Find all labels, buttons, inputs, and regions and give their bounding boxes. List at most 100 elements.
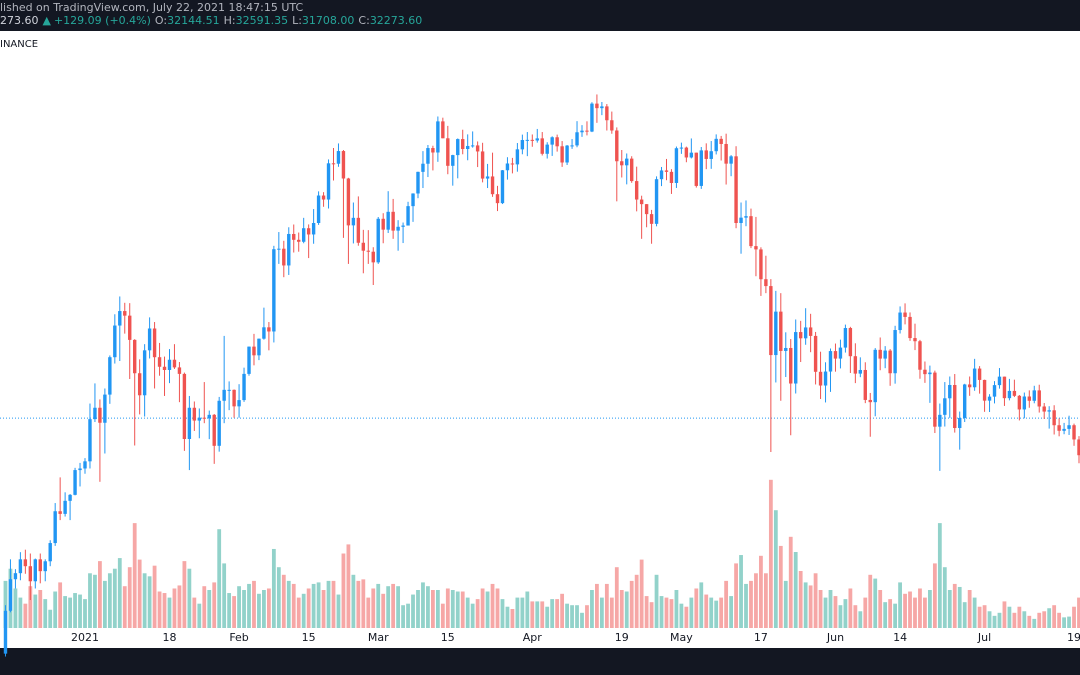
candle-body: [813, 335, 818, 372]
volume-bar: [788, 536, 793, 628]
candle-body: [326, 163, 331, 200]
plot-background: [0, 31, 1080, 648]
candle-body: [1077, 439, 1080, 456]
candle-body: [78, 468, 82, 471]
candle-body: [192, 407, 197, 421]
candle-body: [868, 399, 872, 403]
candle-body: [177, 367, 182, 374]
volume-bar: [679, 603, 684, 628]
volume-bar: [192, 597, 197, 628]
volume-bar: [381, 593, 386, 628]
candle-body: [515, 149, 520, 165]
volume-bar: [460, 591, 465, 628]
candle-body: [341, 151, 346, 179]
candle-body: [992, 385, 997, 397]
volume-bar: [714, 600, 719, 628]
volume-bar: [346, 544, 351, 628]
candle-body: [93, 407, 97, 420]
volume-bar: [709, 597, 714, 628]
candle-body: [172, 359, 177, 368]
candle-body: [431, 148, 435, 153]
volume-bar: [778, 545, 783, 628]
candle-body: [729, 156, 733, 164]
candle-body: [331, 163, 336, 165]
volume-bar: [132, 523, 137, 628]
volume-bar: [1077, 597, 1080, 628]
volume-bar: [336, 594, 341, 628]
volume-bar: [38, 590, 43, 628]
candle-body: [137, 373, 142, 396]
volume-bar: [808, 585, 813, 628]
candle-body: [888, 350, 892, 374]
volume-bar: [480, 588, 485, 628]
volume-bar: [88, 573, 92, 628]
volume-bar: [376, 583, 381, 628]
candle-body: [903, 312, 907, 317]
candle-body: [98, 407, 102, 423]
candle-body: [719, 138, 723, 144]
candle-body: [759, 249, 763, 280]
volume-bar: [793, 552, 798, 628]
candle-body: [1027, 396, 1031, 401]
quote-key: L:: [292, 14, 302, 27]
candle-body: [774, 311, 778, 356]
candle-body: [1042, 406, 1046, 412]
volume-bar: [878, 590, 883, 628]
quote-key: H:: [224, 14, 236, 27]
time-axis: 2021 18 Feb 15 Mar 15 Apr 19 May 17 Jun 14 Jul 19: [71, 631, 1080, 644]
volume-bar: [321, 590, 326, 628]
candle-body: [68, 494, 72, 501]
volume-bar: [724, 580, 729, 628]
candle-body: [451, 155, 455, 166]
volume-bar: [525, 591, 530, 628]
volume-bar: [187, 568, 192, 628]
candle-body: [550, 137, 554, 145]
volume-bar: [78, 594, 82, 628]
volume-bar: [997, 612, 1002, 628]
candle-body: [913, 338, 917, 342]
volume-bar: [1037, 612, 1042, 628]
volume-bar: [68, 597, 72, 628]
candle-body: [53, 511, 57, 544]
candle-body: [848, 328, 853, 357]
candle-body: [838, 347, 843, 359]
footer-bar: [0, 648, 1080, 675]
volume-bar: [172, 588, 177, 628]
candle-body: [227, 389, 231, 391]
candle-body: [142, 350, 147, 396]
volume-bar: [913, 597, 917, 628]
candle-body: [292, 233, 296, 240]
volume-bar: [719, 597, 724, 628]
volume-bar: [972, 597, 977, 628]
candle-body: [615, 130, 619, 162]
candle-body: [152, 328, 157, 358]
candle-body: [779, 311, 783, 351]
volume-bar: [366, 597, 371, 628]
volume-bar: [147, 576, 152, 628]
candle-body: [480, 151, 485, 179]
volume-bar: [649, 602, 654, 628]
volume-bar: [122, 586, 127, 628]
candle-body: [18, 559, 23, 574]
candle-body: [1052, 410, 1056, 426]
candle-body: [306, 228, 311, 235]
volume-bar: [431, 590, 435, 628]
candle-body: [644, 204, 649, 215]
volume-bar: [803, 582, 808, 628]
volume-bar: [500, 599, 505, 628]
volume-bar: [137, 559, 142, 628]
candle-body: [739, 217, 743, 223]
volume-bar: [843, 599, 848, 628]
candle-body: [401, 225, 405, 227]
candle-body: [426, 148, 430, 164]
candle-body: [351, 217, 356, 226]
candle-body: [1032, 390, 1036, 401]
volume-bar: [3, 580, 8, 628]
candle-body: [535, 138, 539, 141]
volume-bar: [510, 609, 515, 628]
volume-bar: [386, 586, 391, 628]
candle-body: [272, 249, 276, 332]
candle-body: [828, 351, 833, 372]
volume-bar: [883, 602, 888, 628]
candle-body: [287, 233, 291, 266]
